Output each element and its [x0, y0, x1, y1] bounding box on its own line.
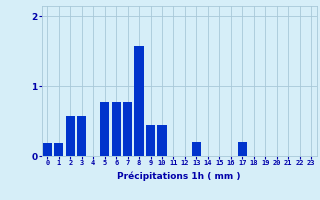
Bar	[112, 102, 121, 156]
Bar	[54, 143, 63, 156]
Bar	[43, 143, 52, 156]
Bar	[77, 116, 86, 156]
Bar	[146, 125, 155, 156]
Bar	[66, 116, 75, 156]
Bar	[100, 102, 109, 156]
Bar	[134, 46, 144, 156]
Bar	[238, 142, 247, 156]
X-axis label: Précipitations 1h ( mm ): Précipitations 1h ( mm )	[117, 172, 241, 181]
Bar	[157, 125, 167, 156]
Bar	[192, 142, 201, 156]
Bar	[123, 102, 132, 156]
